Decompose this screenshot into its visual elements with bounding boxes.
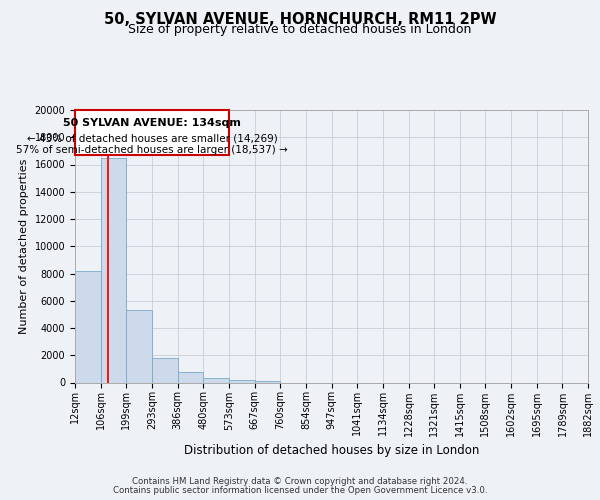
- Text: Contains public sector information licensed under the Open Government Licence v3: Contains public sector information licen…: [113, 486, 487, 495]
- Y-axis label: Number of detached properties: Number of detached properties: [19, 158, 29, 334]
- Text: 50 SYLVAN AVENUE: 134sqm: 50 SYLVAN AVENUE: 134sqm: [63, 118, 241, 128]
- Bar: [152, 358, 178, 382]
- Text: Size of property relative to detached houses in London: Size of property relative to detached ho…: [128, 22, 472, 36]
- Text: 57% of semi-detached houses are larger (18,537) →: 57% of semi-detached houses are larger (…: [16, 145, 288, 155]
- Bar: [75, 271, 101, 382]
- Bar: [75, 110, 229, 155]
- Text: 50, SYLVAN AVENUE, HORNCHURCH, RM11 2PW: 50, SYLVAN AVENUE, HORNCHURCH, RM11 2PW: [104, 12, 496, 28]
- Bar: [203, 378, 229, 382]
- X-axis label: Distribution of detached houses by size in London: Distribution of detached houses by size …: [184, 444, 479, 457]
- Bar: [101, 158, 127, 382]
- Text: Contains HM Land Registry data © Crown copyright and database right 2024.: Contains HM Land Registry data © Crown c…: [132, 477, 468, 486]
- Bar: [127, 310, 152, 382]
- Bar: [178, 372, 203, 382]
- Bar: [254, 381, 280, 382]
- Text: ← 43% of detached houses are smaller (14,269): ← 43% of detached houses are smaller (14…: [26, 134, 277, 143]
- Bar: [229, 380, 254, 382]
